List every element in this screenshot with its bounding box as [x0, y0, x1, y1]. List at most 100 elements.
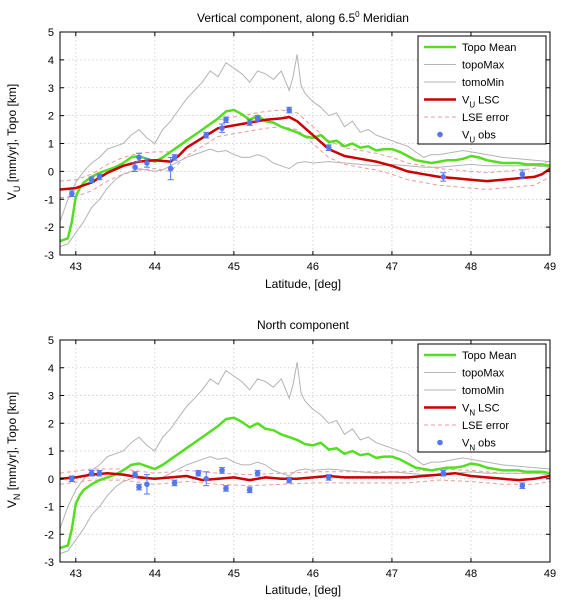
legend-swatch: [437, 439, 443, 446]
obs-point: [254, 470, 261, 477]
obs-point: [246, 119, 253, 126]
legend-label-after: obs: [475, 438, 496, 450]
y-tick-label: -2: [44, 529, 54, 541]
series-topo-mean-line: [60, 108, 550, 243]
x-tick-label: 46: [307, 568, 319, 580]
chart-title: Vertical component, along 6.50 Meridian: [197, 10, 409, 25]
legend-label-main: tomoMin: [462, 77, 504, 89]
obs-point: [144, 481, 150, 488]
x-tick-label: 48: [465, 568, 477, 580]
y-axis-label: VN [mm/yr], Topo [km]: [5, 392, 22, 508]
legend-box: [417, 343, 547, 453]
obs-point: [519, 171, 526, 177]
obs-point: [96, 174, 103, 180]
obs-point: [132, 164, 138, 170]
obs-point: [219, 467, 225, 474]
legend-label-main: V: [462, 130, 470, 142]
obs-point: [219, 125, 225, 131]
legend-label-after: LSC: [475, 95, 500, 107]
obs-point: [440, 470, 447, 477]
obs-point: [69, 475, 75, 482]
legend-label: LSE error: [462, 420, 509, 432]
x-tick-label: 45: [228, 261, 240, 273]
legend-label-sub: U: [469, 101, 475, 110]
legend-label-after: obs: [475, 130, 496, 142]
series-lsc-line: [60, 115, 550, 191]
series-lse-upper-line: [60, 468, 550, 476]
y-tick-label: -3: [44, 557, 54, 569]
obs-point: [325, 144, 332, 151]
legend-label: Topo Mean: [462, 42, 516, 54]
obs-point: [325, 474, 332, 481]
y-tick-label: -2: [44, 222, 54, 234]
legend-label-main: V: [462, 95, 470, 107]
obs-point: [132, 471, 138, 478]
chart-title: North component: [257, 318, 350, 332]
legend-label-main: V: [462, 403, 470, 415]
obs-point: [203, 132, 210, 138]
obs-point: [136, 484, 142, 490]
y-tick-label: 5: [48, 27, 54, 39]
y-tick-label: 2: [48, 418, 54, 430]
obs-point: [171, 480, 178, 486]
x-tick-label: 46: [307, 261, 319, 273]
obs-point: [144, 160, 150, 166]
y-tick-label: 3: [48, 391, 54, 403]
series-lsc-line: [60, 471, 550, 482]
legend-label: VN obs: [462, 438, 496, 453]
x-tick-label: 44: [149, 261, 161, 273]
y-tick-label: 3: [48, 83, 54, 95]
obs-point: [69, 190, 75, 197]
x-tick-label: 47: [386, 261, 398, 273]
legend-label-main: topoMax: [462, 368, 505, 380]
obs-point: [254, 115, 261, 122]
x-tick-label: 44: [149, 568, 161, 580]
series-lse-lower-line: [60, 479, 550, 487]
y-tick-label: 5: [48, 335, 54, 347]
legend-label-main: tomoMin: [462, 385, 504, 397]
obs-point: [286, 477, 292, 483]
legend-label: topoMax: [462, 60, 505, 72]
x-tick-label: 45: [228, 568, 240, 580]
plot-area: [60, 54, 550, 248]
legend-label-sub: N: [469, 444, 475, 453]
obs-point: [136, 154, 142, 161]
legend-box: [417, 35, 547, 145]
x-tick-label: 47: [386, 568, 398, 580]
series-tomomin-line: [60, 456, 550, 555]
obs-point: [96, 470, 103, 477]
obs-point: [171, 154, 178, 161]
x-axis-label: Latitude, [deg]: [265, 583, 341, 597]
legend-label-main: LSE error: [462, 112, 509, 124]
y-tick-label: 4: [48, 55, 54, 67]
obs-point: [88, 176, 95, 183]
x-tick-label: 43: [70, 568, 82, 580]
obs-point: [519, 482, 526, 489]
plot-area: [60, 362, 550, 555]
legend-label: Topo Mean: [462, 350, 516, 362]
x-tick-label: 48: [465, 261, 477, 273]
legend-label-main: Topo Mean: [462, 350, 516, 362]
y-tick-label: -1: [44, 194, 54, 206]
obs-point: [223, 485, 229, 492]
legend-label-main: topoMax: [462, 60, 505, 72]
legend-label-sub: N: [469, 409, 475, 418]
legend-label: VU LSC: [462, 95, 500, 110]
series-topomax-line: [60, 362, 550, 529]
obs-point: [223, 117, 229, 123]
legend-label: tomoMin: [462, 77, 504, 89]
obs-point: [246, 487, 253, 493]
x-axis-label: Latitude, [deg]: [265, 277, 341, 291]
legend-label-after: LSC: [475, 403, 500, 415]
y-tick-label: 1: [48, 446, 54, 458]
obs-point: [203, 475, 210, 482]
series-topo-mean-line: [60, 416, 550, 550]
legend-label: VN LSC: [462, 403, 500, 418]
x-tick-label: 43: [70, 261, 82, 273]
y-tick-label: -1: [44, 502, 54, 514]
obs-point: [195, 470, 202, 477]
